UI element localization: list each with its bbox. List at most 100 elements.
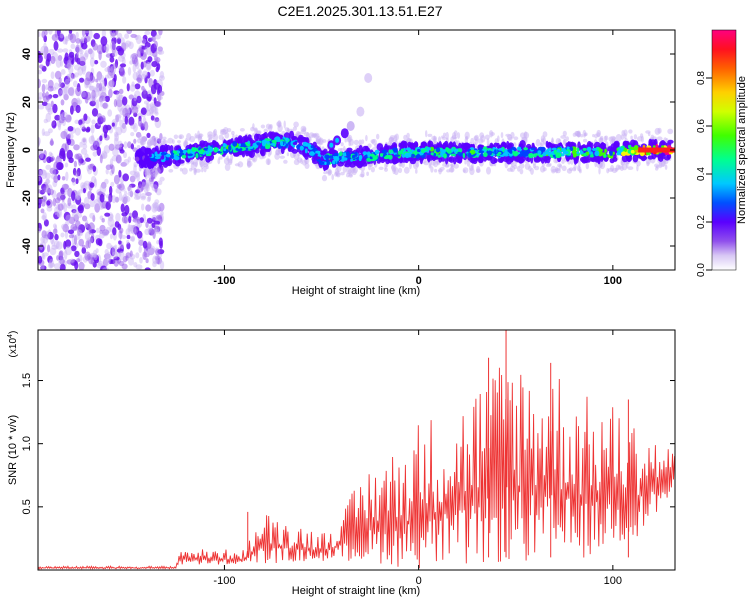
- noise-blob: [47, 231, 54, 240]
- noise-blob: [70, 43, 76, 50]
- noise-blob: [50, 71, 55, 79]
- ridge-band: [163, 143, 169, 153]
- noise-blob: [66, 190, 71, 197]
- noise-blob: [38, 227, 42, 234]
- ridge-core: [410, 153, 416, 158]
- noise-blob: [71, 209, 77, 214]
- noise-blob: [48, 261, 53, 269]
- ridge-halo: [178, 134, 185, 140]
- noise-blob: [65, 114, 72, 123]
- noise-blob: [153, 220, 161, 225]
- noise-blob: [136, 95, 142, 104]
- noise-blob: [156, 88, 161, 96]
- noise-blob: [53, 263, 61, 270]
- ridge-core: [354, 151, 358, 157]
- noise-blob: [62, 224, 69, 233]
- noise-blob: [107, 71, 112, 79]
- noise-blob: [148, 230, 153, 236]
- noise-blob: [84, 153, 89, 159]
- noise-blob: [45, 178, 51, 185]
- noise-blob: [122, 196, 128, 205]
- ridge-core: [621, 151, 627, 157]
- noise-blob: [153, 82, 161, 90]
- noise-blob: [92, 215, 96, 222]
- noise-blob: [89, 49, 95, 60]
- noise-blob: [118, 94, 123, 100]
- colorbar-tick-label: 0.0: [696, 263, 707, 277]
- ridge-core: [304, 148, 308, 154]
- y-tick-label: 0: [21, 147, 33, 153]
- noise-blob: [63, 75, 71, 85]
- noise-blob: [73, 234, 81, 240]
- ridge-band: [396, 158, 400, 164]
- ridge-core: [511, 151, 516, 155]
- noise-blob: [59, 263, 66, 270]
- noise-blob: [116, 248, 124, 253]
- ridge-core: [478, 150, 485, 154]
- noise-blob: [41, 255, 46, 260]
- noise-blob: [125, 252, 132, 259]
- ridge-core: [290, 140, 294, 147]
- noise-blob: [50, 55, 56, 65]
- noise-blob: [131, 53, 139, 60]
- noise-blob: [85, 157, 91, 162]
- noise-blob: [145, 258, 149, 264]
- noise-blob: [85, 240, 89, 249]
- ridge-core: [580, 151, 584, 155]
- noise-blob: [48, 151, 53, 157]
- ridge-band: [525, 156, 529, 162]
- noise-blob: [90, 144, 97, 151]
- noise-blob: [89, 198, 96, 208]
- noise-blob: [131, 105, 139, 115]
- noise-blob: [84, 222, 89, 229]
- noise-blob: [113, 143, 120, 151]
- noise-blob: [38, 78, 41, 89]
- noise-blob: [43, 46, 49, 55]
- noise-blob: [149, 111, 154, 117]
- noise-blob: [44, 172, 51, 180]
- noise-blob: [110, 247, 116, 257]
- ridge-core: [346, 151, 350, 156]
- noise-blob: [55, 241, 63, 250]
- ridge-halo: [366, 171, 369, 176]
- ridge-core: [358, 156, 362, 162]
- noise-blob: [50, 138, 54, 146]
- noise-blob: [130, 143, 134, 150]
- noise-blob: [78, 238, 85, 247]
- snr-scale-close: ): [8, 331, 19, 334]
- noise-blob: [96, 227, 100, 234]
- ridge-halo: [623, 133, 627, 140]
- noise-blob: [53, 211, 60, 220]
- ridge-core: [435, 147, 441, 153]
- noise-blob: [81, 42, 88, 50]
- noise-blob: [94, 199, 99, 205]
- noise-blob: [51, 120, 56, 126]
- noise-blob: [84, 30, 90, 34]
- noise-blob: [58, 251, 63, 261]
- noise-blob: [117, 47, 125, 56]
- noise-blob: [48, 30, 53, 35]
- noise-blob: [38, 64, 44, 69]
- noise-blob: [127, 66, 132, 76]
- ridge-core: [633, 145, 639, 150]
- noise-blob: [123, 141, 128, 149]
- noise-blob: [98, 232, 105, 239]
- ridge-band: [545, 140, 549, 148]
- noise-blob: [119, 69, 126, 77]
- ridge-core: [562, 150, 569, 155]
- noise-blob: [41, 169, 48, 180]
- ridge-core: [213, 147, 218, 153]
- ridge-core: [265, 138, 272, 142]
- ridge-halo: [505, 133, 511, 137]
- ridge-band: [166, 160, 172, 167]
- noise-blob: [112, 31, 116, 39]
- ridge-core: [198, 149, 204, 155]
- noise-blob: [38, 255, 43, 264]
- noise-blob: [95, 238, 102, 246]
- snr-series: [38, 330, 675, 570]
- noise-blob: [65, 36, 71, 42]
- ridge-core: [144, 152, 148, 158]
- noise-blob: [149, 69, 155, 77]
- ridge-core: [173, 155, 178, 158]
- noise-blob: [59, 60, 64, 67]
